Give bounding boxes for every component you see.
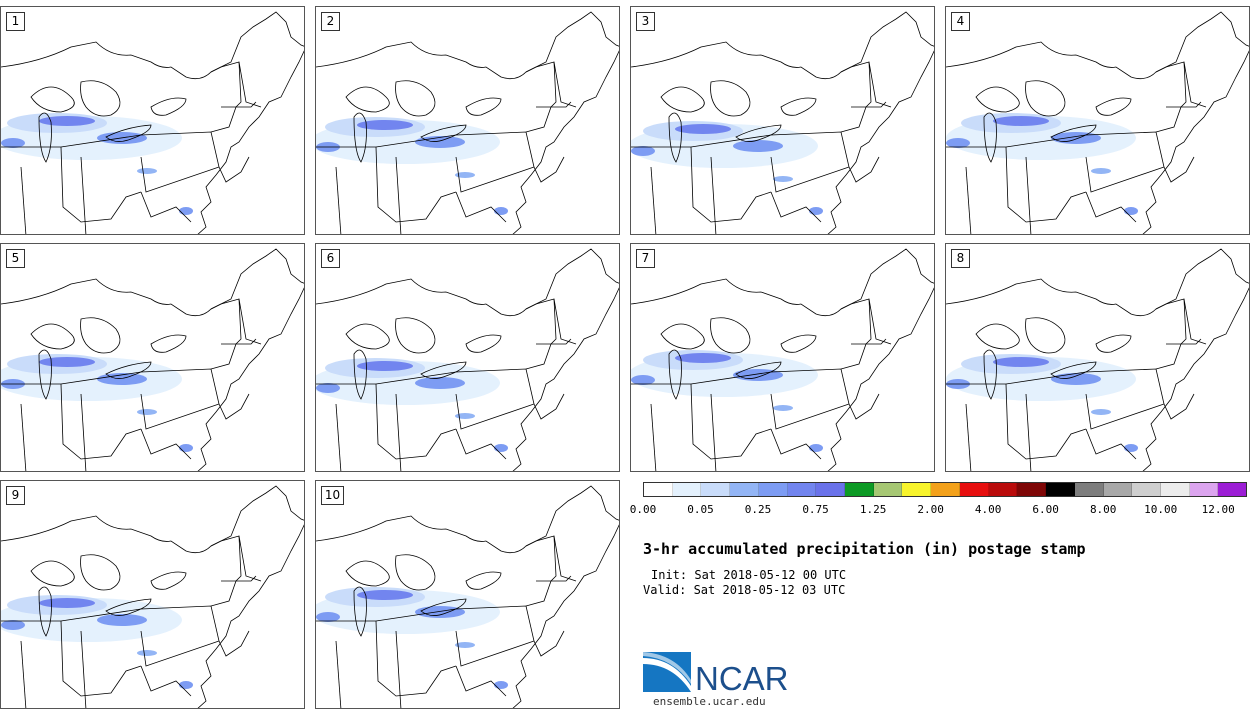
member-number-label: 7 [636,249,655,268]
colorbar-swatch [1218,483,1247,496]
member-number-label: 10 [321,486,344,505]
colorbar-tick-label: 2.00 [917,503,944,516]
postage-stamp-1: 1 [0,6,305,235]
stamp-map [316,11,619,234]
member-number-label: 3 [636,12,655,31]
colorbar-swatch [845,483,874,496]
colorbar-swatch [959,483,989,496]
precipitation-colorbar [643,482,1247,497]
postage-stamp-7: 7 [630,243,935,472]
stamp-map [631,11,934,234]
colorbar-swatch [672,483,702,496]
postage-stamp-2: 2 [315,6,620,235]
colorbar-swatch [644,483,673,496]
colorbar-tick-label: 6.00 [1032,503,1059,516]
colorbar-swatch [701,483,731,496]
colorbar-tick-label: 4.00 [974,503,1002,516]
postage-stamp-8: 8 [945,243,1250,472]
ncar-logo: NCAR [643,652,789,696]
website-label: ensemble.ucar.edu [653,695,766,708]
postage-stamp-4: 4 [945,6,1250,235]
colorbar-swatch [1017,483,1047,496]
postage-stamp-10: 10 [315,480,620,709]
member-number-label: 4 [951,12,970,31]
colorbar-swatch [988,483,1018,496]
colorbar-tick-label: 12.00 [1201,503,1235,516]
colorbar-swatch [1132,483,1161,496]
colorbar-swatch [931,483,960,496]
member-number-label: 5 [6,249,25,268]
colorbar-tick-label: 8.00 [1089,503,1117,516]
postage-stamp-5: 5 [0,243,305,472]
stamp-map [631,248,934,471]
colorbar-swatch [787,483,817,496]
stamp-map [316,248,619,471]
valid-time: Valid: Sat 2018-05-12 03 UTC [643,583,846,597]
colorbar-swatch [873,483,903,496]
colorbar-swatch [1046,483,1075,496]
postage-stamp-9: 9 [0,480,305,709]
figure-title: 3-hr accumulated precipitation (in) post… [643,540,1086,558]
colorbar-tick-label: 1.25 [859,503,887,516]
colorbar-tick-label: 0.75 [802,503,829,516]
colorbar-swatch [1074,483,1104,496]
colorbar-tick-label: 0.00 [629,503,657,516]
stamp-map [1,248,304,471]
colorbar-swatch [816,483,846,496]
postage-stamp-3: 3 [630,6,935,235]
member-number-label: 9 [6,486,25,505]
member-number-label: 6 [321,249,340,268]
colorbar-swatch [1160,483,1190,496]
member-number-label: 1 [6,12,25,31]
colorbar-swatch [730,483,759,496]
colorbar-swatch [902,483,932,496]
colorbar-swatch [758,483,788,496]
ncar-logo-text: NCAR [695,660,789,696]
init-time: Init: Sat 2018-05-12 00 UTC [651,568,847,582]
stamp-map [946,248,1249,471]
colorbar-swatch [1189,483,1219,496]
stamp-map [1,11,304,234]
member-number-label: 8 [951,249,970,268]
member-number-label: 2 [321,12,340,31]
colorbar-tick-label: 0.05 [687,503,714,516]
postage-stamp-6: 6 [315,243,620,472]
stamp-map [1,485,304,708]
stamp-map [946,11,1249,234]
colorbar-tick-label: 10.00 [1144,503,1178,516]
stamp-map [316,485,619,708]
colorbar-tick-label: 0.25 [744,503,772,516]
colorbar-swatch [1103,483,1133,496]
